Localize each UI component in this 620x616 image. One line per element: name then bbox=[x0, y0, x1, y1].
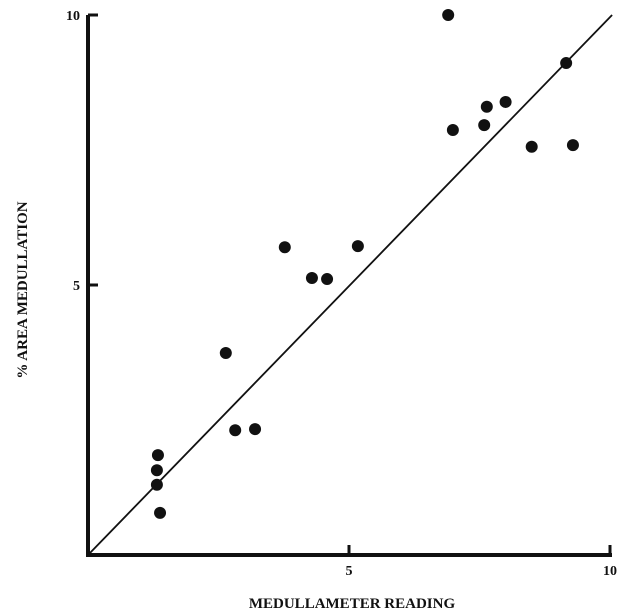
point bbox=[150, 464, 163, 477]
x-tick-label: 5 bbox=[346, 564, 353, 579]
point bbox=[151, 449, 164, 462]
y-axis-label: % AREA MEDULLATION bbox=[15, 201, 31, 378]
point bbox=[351, 240, 364, 253]
point bbox=[446, 124, 459, 137]
point bbox=[499, 95, 512, 108]
point bbox=[150, 478, 163, 491]
point bbox=[560, 57, 573, 70]
point bbox=[442, 9, 455, 21]
y-tick-label: 10 bbox=[66, 9, 80, 24]
point bbox=[305, 271, 318, 284]
point bbox=[525, 140, 538, 153]
point bbox=[478, 119, 491, 132]
point bbox=[566, 139, 579, 152]
point bbox=[219, 347, 232, 360]
x-tick-label: 10 bbox=[603, 564, 617, 579]
x-axis-label: MEDULLAMETER READING bbox=[249, 596, 456, 612]
y-tick-label: 5 bbox=[73, 279, 80, 294]
point bbox=[278, 241, 291, 254]
point bbox=[480, 100, 493, 113]
point bbox=[229, 424, 242, 437]
fit-line bbox=[87, 14, 613, 556]
point bbox=[321, 273, 334, 286]
point bbox=[154, 506, 167, 519]
point bbox=[249, 423, 262, 436]
